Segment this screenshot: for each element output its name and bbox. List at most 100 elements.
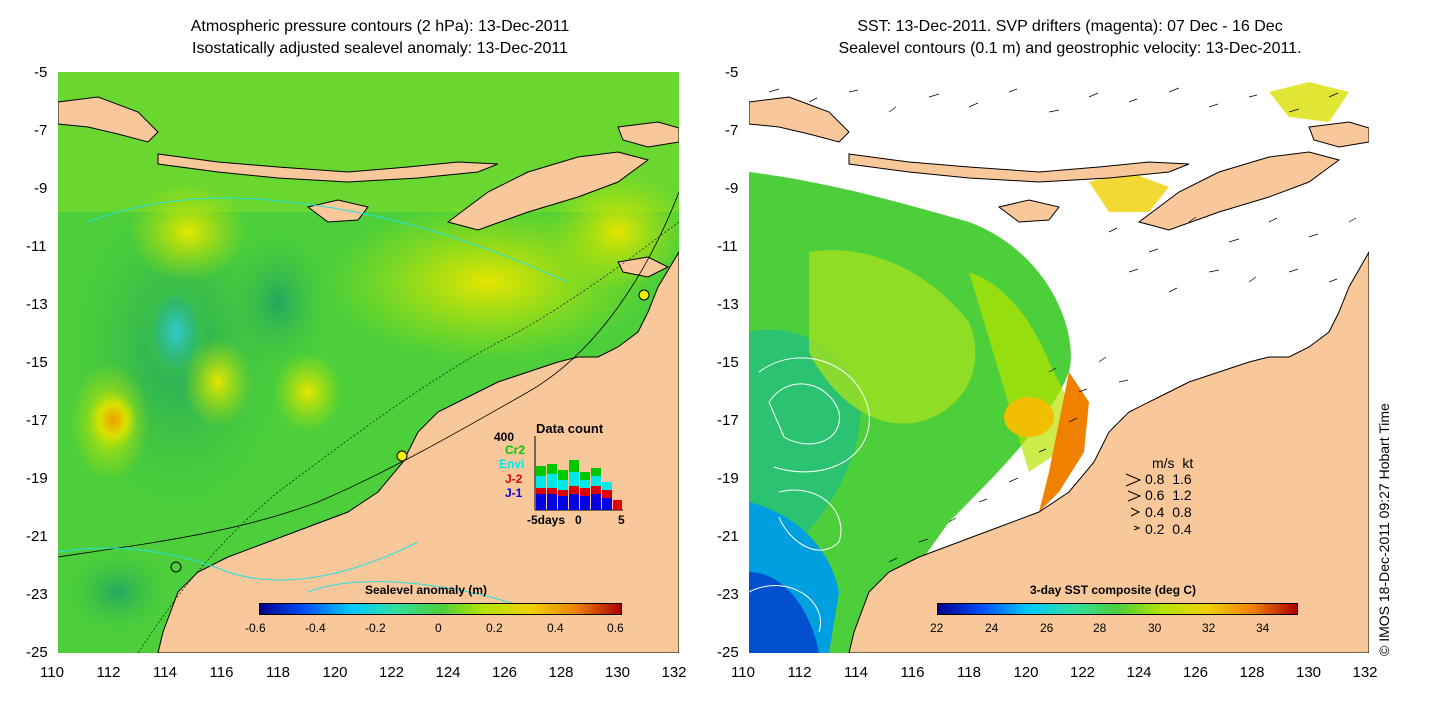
lesser-sunda-islands (157, 153, 499, 183)
left-cbar-label: 0.6 (607, 621, 624, 635)
sat-label-cr2: Cr2 (505, 443, 526, 457)
left-cbar-label: 0.4 (547, 621, 564, 635)
left-map (58, 72, 679, 653)
y-tick-label: -23 (26, 586, 48, 603)
right-cbar-label: 26 (1040, 621, 1054, 635)
timor-island (446, 151, 650, 231)
y-tick-label: -15 (717, 354, 739, 371)
right-colorbar-title: 3-day SST composite (deg C) (1030, 583, 1197, 597)
bar-group-8 (613, 500, 622, 510)
java-island (749, 96, 850, 143)
x-tick-label: 118 (266, 664, 290, 681)
y-tick-label: -19 (26, 470, 48, 487)
left-cbar-label: -0.4 (305, 621, 326, 635)
bar-group-1 (536, 466, 546, 510)
y-tick-label: -21 (717, 528, 739, 545)
x-tick-label: 110 (40, 664, 64, 681)
right-cbar-label: 32 (1202, 621, 1216, 635)
sat-label-j2: J-2 (505, 472, 523, 486)
java-island (58, 96, 159, 143)
x-tick-label: 116 (900, 664, 925, 681)
right-title: SST: 13-Dec-2011. SVP drifters (magenta)… (720, 16, 1420, 60)
x-tick-label: 120 (1013, 664, 1039, 681)
left-title-line2: Isostatically adjusted sealevel anomaly:… (192, 40, 568, 57)
right-cbar-label: 34 (1256, 621, 1270, 635)
x-tick-label: 110 (731, 664, 755, 681)
y-tick-label: -7 (34, 122, 48, 139)
bar-group-4 (569, 460, 579, 510)
bar-group-7 (602, 482, 612, 510)
left-colorbar-title: Sealevel anomaly (m) (365, 583, 488, 597)
right-cbar-label: 24 (985, 621, 999, 635)
flores-island (617, 121, 679, 148)
y-tick-label: -9 (725, 180, 739, 197)
timor-island (1137, 151, 1341, 231)
y-tick-label: -5 (725, 64, 739, 81)
x-tick-label: 116 (209, 664, 234, 681)
y-tick-label: -15 (26, 354, 48, 371)
left-map-svg (58, 72, 679, 653)
x-tick-label: 122 (379, 664, 405, 681)
data-count-x-end: 5 (618, 513, 625, 527)
x-tick-label: 128 (1239, 664, 1265, 681)
left-title: Atmospheric pressure contours (2 hPa): 1… (40, 16, 720, 60)
right-title-line1: SST: 13-Dec-2011. SVP drifters (magenta)… (857, 18, 1283, 35)
y-tick-label: -23 (717, 586, 739, 603)
y-tick-label: -25 (26, 644, 48, 661)
speed-legend-row: 0.4 0.8 (1145, 504, 1192, 520)
x-tick-label: 132 (661, 664, 687, 681)
left-title-line1: Atmospheric pressure contours (2 hPa): 1… (190, 18, 570, 35)
y-tick-label: -11 (717, 238, 738, 255)
right-cbar-label: 30 (1148, 621, 1162, 635)
y-tick-label: -19 (717, 470, 739, 487)
y-tick-label: -9 (34, 180, 48, 197)
speed-legend-row: 0.8 1.6 (1145, 471, 1192, 487)
x-tick-label: 124 (435, 664, 461, 681)
sat-label-j1: J-1 (505, 486, 523, 500)
right-cbar-label: 22 (930, 621, 944, 635)
left-cbar-label: -0.6 (245, 621, 266, 635)
australia-land (157, 251, 679, 653)
y-tick-label: -11 (26, 238, 47, 255)
bar-group-2 (547, 464, 557, 510)
x-tick-label: 112 (96, 664, 121, 681)
y-tick-label: -13 (26, 296, 48, 313)
bar-group-5 (580, 472, 590, 510)
sst-yellow-patch-north (1089, 172, 1169, 212)
data-count-bars (534, 436, 623, 511)
x-tick-label: 126 (1183, 664, 1209, 681)
x-tick-label: 126 (492, 664, 518, 681)
bar-group-3 (558, 470, 568, 510)
right-title-line2: Sealevel contours (0.1 m) and geostrophi… (838, 40, 1302, 57)
y-tick-label: -25 (717, 644, 739, 661)
x-tick-label: 128 (548, 664, 574, 681)
right-colorbar (937, 603, 1298, 615)
left-cbar-label: -0.2 (365, 621, 386, 635)
northeast-island (617, 256, 670, 278)
lesser-sunda-islands (848, 153, 1190, 183)
x-tick-label: 112 (787, 664, 812, 681)
australia-land (848, 250, 1369, 653)
data-count-ymax: 400 (494, 430, 515, 444)
x-tick-label: 124 (1126, 664, 1152, 681)
left-colorbar (259, 603, 622, 615)
station-marker-1 (638, 289, 650, 301)
speed-legend-row: 0.6 1.2 (1145, 487, 1192, 503)
speed-legend-header: m/s kt (1152, 455, 1194, 471)
left-cbar-label: 0.2 (486, 621, 503, 635)
x-tick-label: 130 (605, 664, 631, 681)
station-marker-3 (170, 561, 182, 573)
speed-legend-row: 0.2 0.4 (1145, 521, 1192, 537)
y-tick-label: -21 (26, 528, 48, 545)
timestamp-footer: © IMOS 18-Dec-2011 09:27 Hobart Time (1376, 403, 1392, 656)
x-tick-label: 120 (322, 664, 348, 681)
x-tick-label: 130 (1296, 664, 1322, 681)
y-tick-label: -13 (717, 296, 739, 313)
velocity-arrows (768, 87, 1357, 563)
y-tick-label: -5 (34, 64, 48, 81)
y-tick-label: -17 (717, 412, 739, 429)
data-count-x-zero: 0 (575, 513, 582, 527)
flores-island (1308, 121, 1369, 148)
x-tick-label: 114 (153, 664, 177, 681)
right-map-svg (749, 72, 1369, 653)
